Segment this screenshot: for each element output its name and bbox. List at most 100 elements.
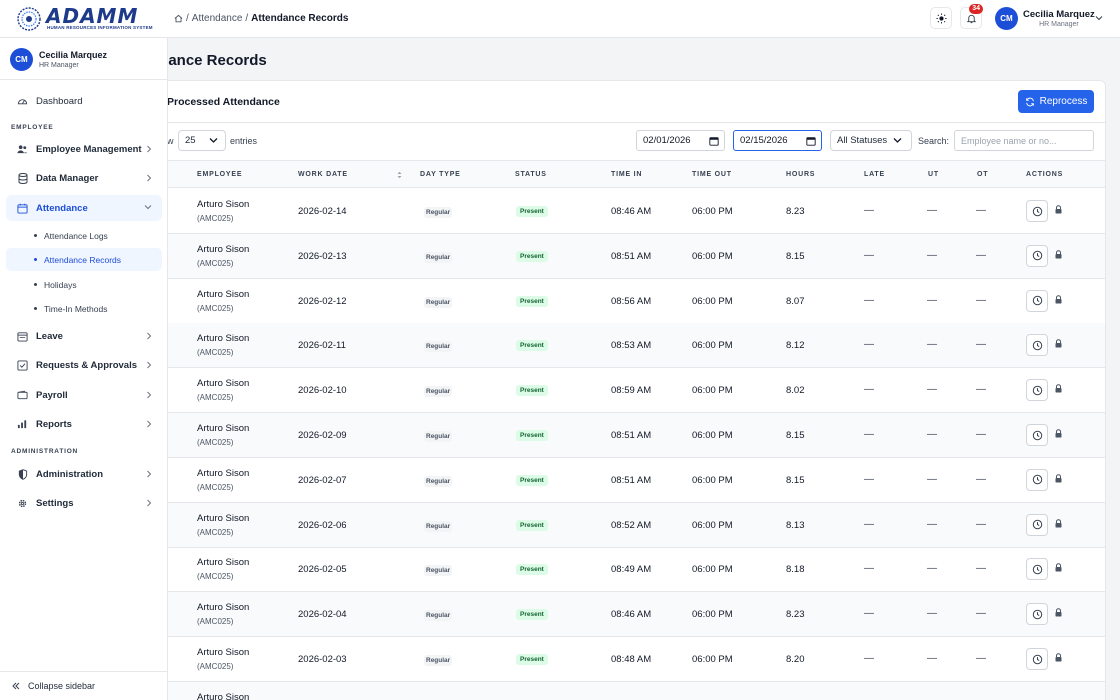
view-history-button[interactable] <box>1026 334 1048 357</box>
sidebar-item-attendance[interactable]: Attendance <box>6 195 162 221</box>
table-row[interactable]: Arturo Sison (AMC025) 2026-02-13 Regular Pre… <box>149 233 1105 279</box>
employee-name[interactable]: Arturo Sison <box>197 423 250 434</box>
view-history-button[interactable] <box>1026 603 1048 626</box>
employee-name[interactable]: Arturo Sison <box>197 602 250 614</box>
column-header-time-out[interactable]: TIME OUT <box>692 171 732 178</box>
lock-icon <box>1055 294 1062 304</box>
employee-code: (AMC025) <box>197 393 234 403</box>
status-filter-select[interactable]: All Statuses <box>830 130 912 151</box>
reprocess-button[interactable]: Reprocess <box>1018 90 1094 113</box>
time-in: 08:56 AM <box>611 295 652 307</box>
table-row[interactable]: Arturo Sison (AMC025) 2026-02-03 Regular Pre… <box>149 637 1105 682</box>
column-header-ut[interactable]: UT <box>928 171 939 178</box>
employee-name[interactable]: Arturo Sison <box>197 288 250 300</box>
table-row[interactable]: Arturo Sison (AMC025) 2026-02-10 Regular Pre… <box>149 368 1105 414</box>
view-history-button[interactable] <box>1026 513 1048 536</box>
view-history-button[interactable] <box>1026 200 1048 222</box>
table-row[interactable]: Arturo Sison (AMC025) 2026-02-04 Regular Pre… <box>149 592 1105 638</box>
sidebar-item-payroll[interactable]: Payroll <box>6 382 162 408</box>
sidebar-item-administration[interactable]: Administration <box>6 461 162 487</box>
table-row[interactable]: Arturo Sison <box>149 681 1105 700</box>
view-history-button[interactable] <box>1026 648 1048 670</box>
sort-icon[interactable] <box>397 171 402 179</box>
column-header-work-date[interactable]: WORK DATE <box>298 171 348 178</box>
sidebar-item-requests-approvals[interactable]: Requests & Approvals <box>6 352 162 378</box>
theme-toggle-button[interactable] <box>930 7 952 29</box>
employee-code: (AMC025) <box>197 303 234 313</box>
chevron-right-icon <box>147 145 152 153</box>
sidebar-item-leave[interactable]: Leave <box>6 323 162 349</box>
entries-select[interactable]: 25 <box>178 130 226 151</box>
view-history-button[interactable] <box>1026 289 1048 312</box>
sidebar-item-label: Employee Management <box>36 143 142 155</box>
table-row[interactable]: Arturo Sison (AMC025) 2026-02-12 Regular Pre… <box>149 279 1105 324</box>
date-from-input[interactable]: 02/01/2026 <box>636 130 725 151</box>
sidebar-sub-attendance-logs[interactable]: Attendance Logs <box>6 224 162 247</box>
employee-name[interactable]: Arturo Sison <box>197 333 250 345</box>
globe-icon <box>17 7 41 31</box>
column-header-time-in[interactable]: TIME IN <box>611 171 643 178</box>
employee-name[interactable]: Arturo Sison <box>197 199 250 210</box>
user-menu[interactable]: CM Cecilia Marquez HR Manager <box>995 7 1095 30</box>
sidebar-sub-attendance-records[interactable]: Attendance Records <box>6 248 162 271</box>
employee-name[interactable]: Arturo Sison <box>197 243 250 255</box>
notifications-button[interactable]: 34 <box>960 4 983 29</box>
search-input[interactable] <box>954 130 1094 151</box>
date-to-input[interactable]: 02/15/2026 <box>733 130 822 151</box>
home-icon[interactable] <box>174 14 183 23</box>
calendar-icon[interactable] <box>709 136 719 146</box>
employee-name[interactable]: Arturo Sison <box>197 512 250 524</box>
employee-name[interactable]: Arturo Sison <box>197 557 250 569</box>
table-row[interactable]: Arturo Sison (AMC025) 2026-02-07 Regular Pre… <box>149 458 1105 503</box>
employee-name[interactable]: Arturo Sison <box>197 647 250 658</box>
column-header-employee[interactable]: EMPLOYEE <box>197 171 243 178</box>
column-header-status[interactable]: STATUS <box>515 171 547 178</box>
employee-name[interactable]: Arturo Sison <box>197 691 250 700</box>
employee-name[interactable]: Arturo Sison <box>197 467 250 479</box>
work-date: 2026-02-07 <box>298 474 347 486</box>
time-out: 06:00 PM <box>692 385 733 397</box>
sidebar-sub-time-in-methods[interactable]: Time-In Methods <box>6 297 162 320</box>
table-row[interactable]: Arturo Sison (AMC025) 2026-02-11 Regular Pre… <box>149 323 1105 369</box>
employee-name[interactable]: Arturo Sison <box>197 378 250 390</box>
search-label: Search: <box>918 136 950 146</box>
time-in: 08:49 AM <box>611 564 652 576</box>
table-row[interactable]: Arturo Sison (AMC025) 2026-02-05 Regular Pre… <box>149 547 1105 593</box>
collapse-sidebar-button[interactable]: Collapse sidebar <box>0 671 168 700</box>
lock-icon <box>1055 474 1062 483</box>
sidebar-sub-holidays[interactable]: Holidays <box>6 273 162 296</box>
table-row[interactable]: Arturo Sison (AMC025) 2026-02-09 Regular Pre… <box>149 413 1105 458</box>
table-row[interactable]: Arturo Sison (AMC025) 2026-02-14 Regular Pre… <box>149 189 1105 234</box>
breadcrumb-attendance[interactable]: Attendance <box>191 13 243 24</box>
view-history-button[interactable] <box>1026 244 1048 267</box>
view-history-button[interactable] <box>1026 558 1048 581</box>
sidebar-item-reports[interactable]: Reports <box>6 411 162 437</box>
day-type-badge: Regular <box>424 610 453 622</box>
view-history-button[interactable] <box>1026 424 1048 446</box>
avatar: CM <box>995 7 1018 30</box>
late-value: — <box>864 384 874 396</box>
column-header-late[interactable]: LATE <box>864 171 885 178</box>
table-row[interactable]: Arturo Sison (AMC025) 2026-02-06 Regular Pre… <box>149 502 1105 548</box>
ut-value: — <box>927 384 937 396</box>
view-history-button[interactable] <box>1026 379 1048 402</box>
sidebar-item-data-manager[interactable]: Data Manager <box>6 165 162 191</box>
view-history-button[interactable] <box>1026 468 1048 491</box>
wallet-icon <box>17 390 28 401</box>
chevron-right-icon <box>147 391 152 399</box>
entries-label: entries <box>230 136 258 146</box>
clock-icon <box>1032 295 1042 306</box>
column-header-ot[interactable]: OT <box>977 171 989 178</box>
sidebar-item-dashboard[interactable]: Dashboard <box>6 88 162 114</box>
logo[interactable]: ADAMM HUMAN RESOURCES INFORMATION SYSTEM <box>16 4 153 32</box>
column-header-hours[interactable]: HOURS <box>786 171 816 178</box>
card-title: Processed Attendance <box>167 96 280 108</box>
gear-icon <box>17 498 28 509</box>
status-badge: Present <box>516 295 548 307</box>
column-header-day-type[interactable]: DAY TYPE <box>420 171 461 178</box>
sidebar-item-settings[interactable]: Settings <box>6 490 162 516</box>
calendar-icon[interactable] <box>806 136 816 146</box>
sidebar-item-employee-management[interactable]: Employee Management <box>6 136 162 162</box>
chevron-down-icon[interactable] <box>1095 15 1103 21</box>
sidebar-sub-label: Holidays <box>44 279 77 290</box>
